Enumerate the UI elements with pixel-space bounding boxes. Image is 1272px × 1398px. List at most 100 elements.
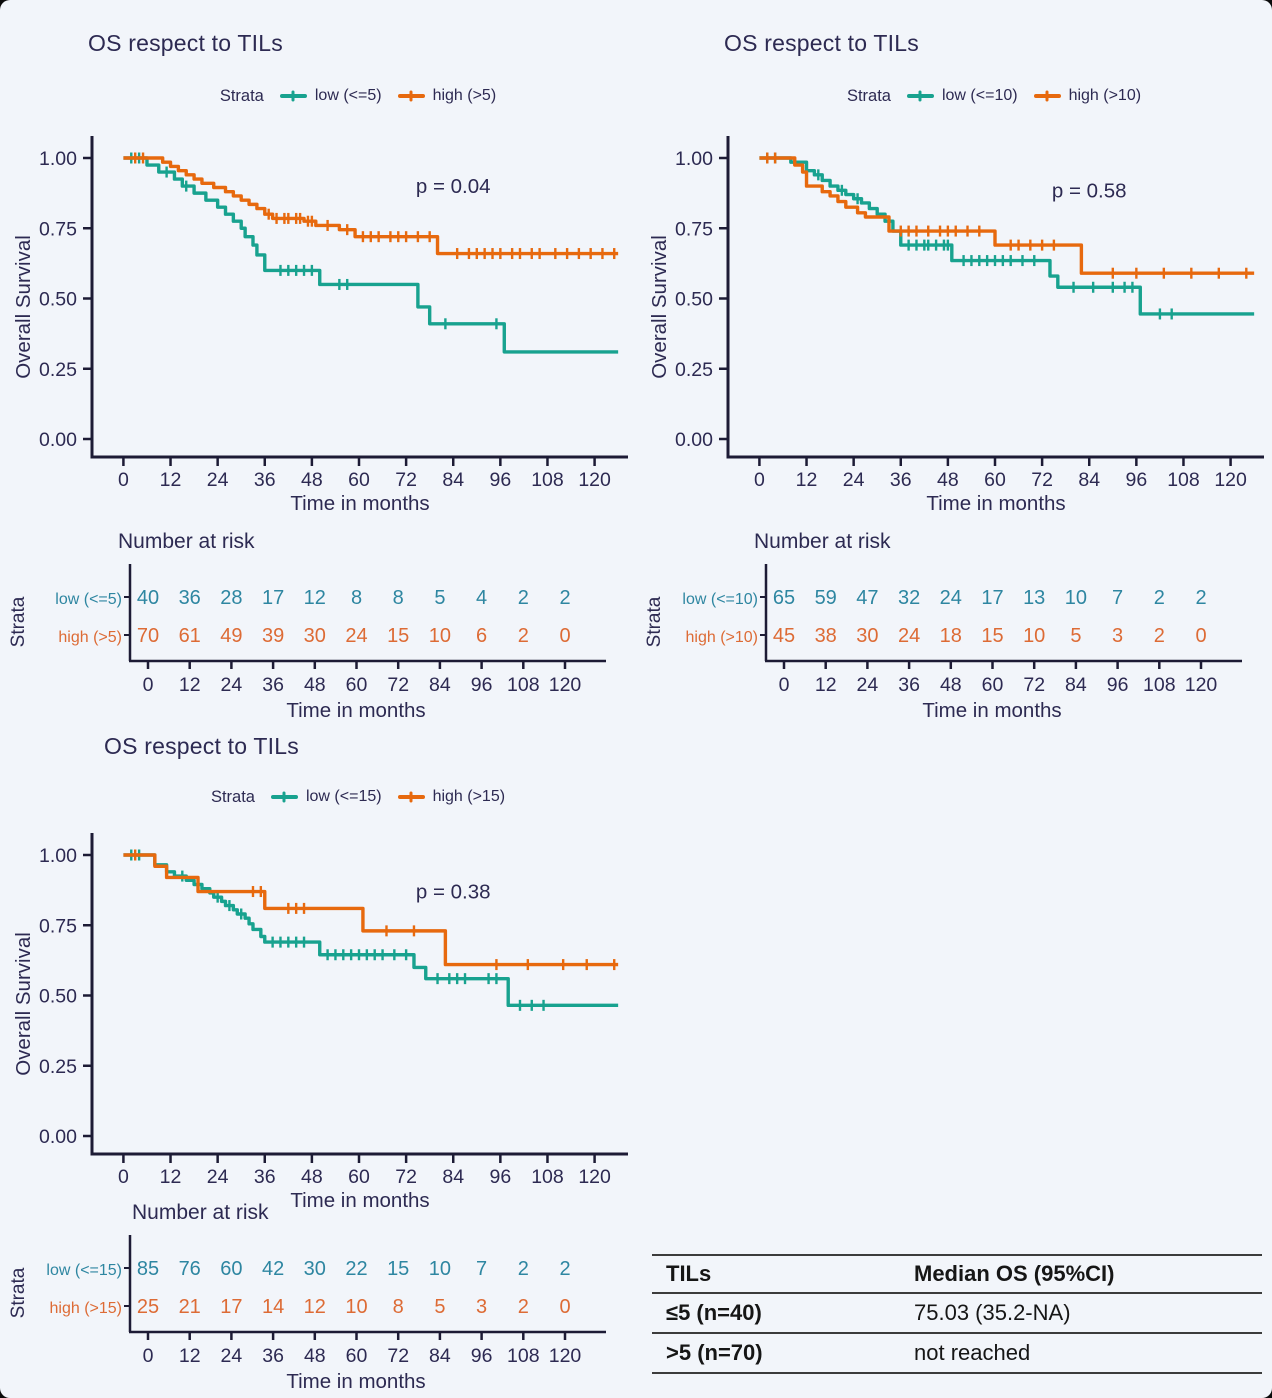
legend-high-label: high (>15): [432, 788, 506, 805]
risk-count: 10: [429, 625, 451, 647]
risk-count: 42: [262, 1258, 284, 1280]
censor-tick-icon: [409, 90, 413, 102]
risk-count: 2: [518, 1296, 529, 1318]
y-tick-label: 0.50: [39, 289, 77, 311]
risk-count: 59: [815, 587, 837, 609]
risk-x-tick-label: 108: [507, 1345, 540, 1367]
p-value-label: p = 0.38: [416, 881, 491, 904]
risk-count: 18: [940, 625, 962, 647]
risk-count: 2: [518, 1258, 529, 1280]
risk-count: 2: [559, 1258, 570, 1280]
risk-x-tick-label: 72: [387, 674, 409, 696]
risk-count: 0: [1195, 625, 1206, 647]
x-tick-label: 60: [348, 469, 370, 491]
x-tick-label: 72: [1031, 469, 1053, 491]
risk-count: 2: [1154, 587, 1165, 609]
strata-axis-label: Strata: [8, 596, 29, 647]
risk-count: 70: [137, 625, 159, 647]
risk-x-tick-label: 96: [471, 674, 493, 696]
legend-item-low: low (<=5): [279, 87, 382, 105]
censor-tick-icon: [409, 791, 413, 803]
legend-item-high: high (>10): [1033, 87, 1141, 105]
y-axis-title: Overall Survival: [12, 932, 35, 1076]
risk-count: 30: [304, 625, 326, 647]
risk-x-tick-label: 120: [1185, 674, 1218, 696]
risk-count: 2: [1154, 625, 1165, 647]
risk-row-label: high (>5): [58, 629, 122, 646]
table-header-row: TILs Median OS (95%CI): [652, 1254, 1262, 1294]
risk-table-title: Number at risk: [754, 530, 891, 553]
risk-count: 8: [393, 1296, 404, 1318]
risk-count: 7: [476, 1258, 487, 1280]
risk-count: 17: [981, 587, 1003, 609]
risk-count: 47: [856, 587, 878, 609]
risk-x-tick-label: 96: [1107, 674, 1129, 696]
risk-count: 4: [476, 587, 487, 609]
risk-count: 2: [1195, 587, 1206, 609]
risk-count: 7: [1112, 587, 1123, 609]
risk-count: 30: [856, 625, 878, 647]
risk-count: 15: [981, 625, 1003, 647]
y-tick-label: 0.50: [39, 986, 77, 1008]
risk-count: 3: [476, 1296, 487, 1318]
x-tick-label: 12: [160, 1166, 182, 1188]
x-axis-title: Time in months: [290, 492, 429, 515]
x-tick-label: 84: [442, 469, 464, 491]
strata-axis-label: Strata: [644, 596, 665, 647]
y-tick-label: 1.00: [675, 148, 713, 170]
risk-x-tick-label: 36: [898, 674, 920, 696]
risk-count: 8: [393, 587, 404, 609]
risk-count: 5: [1070, 625, 1081, 647]
km-line-marker-icon: [270, 791, 298, 803]
x-tick-label: 108: [531, 1166, 564, 1188]
censor-tick-icon: [918, 90, 922, 102]
risk-row-label: low (<=5): [55, 591, 122, 608]
risk-table-title: Number at risk: [118, 530, 255, 553]
x-tick-label: 96: [490, 1166, 512, 1188]
km-curve-low (<=10): [759, 156, 1255, 316]
risk-table-title: Number at risk: [132, 1201, 269, 1224]
row-label: >5 (n=70): [666, 1340, 763, 1365]
risk-x-axis-title: Time in months: [922, 699, 1061, 722]
row-value: 75.03 (35.2-NA): [914, 1300, 1071, 1325]
risk-count: 76: [179, 1258, 201, 1280]
median-os-table: TILs Median OS (95%CI) ≤5 (n=40) 75.03 (…: [652, 1254, 1262, 1374]
table-row: >5 (n=70) not reached: [652, 1334, 1262, 1374]
censor-tick-icon: [291, 90, 295, 102]
legend-item-low: low (<=15): [270, 788, 382, 806]
risk-count: 0: [559, 625, 570, 647]
risk-x-tick-label: 120: [549, 1345, 582, 1367]
risk-row-label: low (<=15): [46, 1262, 122, 1279]
risk-count: 22: [345, 1258, 367, 1280]
strata-axis-label: Strata: [8, 1267, 29, 1318]
risk-row-label: high (>15): [50, 1300, 123, 1317]
risk-x-tick-label: 12: [815, 674, 837, 696]
x-tick-label: 24: [207, 469, 229, 491]
risk-x-tick-label: 48: [304, 1345, 326, 1367]
x-tick-label: 120: [578, 469, 611, 491]
risk-row-label: low (<=10): [682, 591, 758, 608]
risk-count: 10: [1023, 625, 1045, 647]
x-tick-label: 0: [118, 1166, 129, 1188]
km-line-marker-icon: [397, 90, 425, 102]
col-header-median-os: Median OS (95%CI): [914, 1261, 1115, 1286]
x-tick-label: 36: [890, 469, 912, 491]
km-plot-cutoff15: 0.00 0.25 0.50 0.75 1.00 0 12 24 36 48 60 72 84 96 108…: [12, 833, 628, 1212]
risk-x-tick-label: 48: [304, 674, 326, 696]
x-tick-label: 24: [207, 1166, 229, 1188]
y-tick-label: 0.00: [39, 429, 77, 451]
y-tick-label: 0.75: [675, 218, 713, 240]
y-tick-label: 0.25: [39, 1056, 77, 1078]
y-tick-label: 0.75: [39, 218, 77, 240]
risk-count: 10: [345, 1296, 367, 1318]
km-curve-low (<=5): [123, 156, 619, 354]
risk-count: 24: [345, 625, 367, 647]
risk-count: 12: [304, 1296, 326, 1318]
risk-count: 85: [137, 1258, 159, 1280]
risk-count: 5: [434, 1296, 445, 1318]
legend-low-label: low (<=5): [314, 87, 382, 104]
risk-count: 25: [137, 1296, 159, 1318]
legend-item-high: high (>5): [397, 87, 496, 105]
